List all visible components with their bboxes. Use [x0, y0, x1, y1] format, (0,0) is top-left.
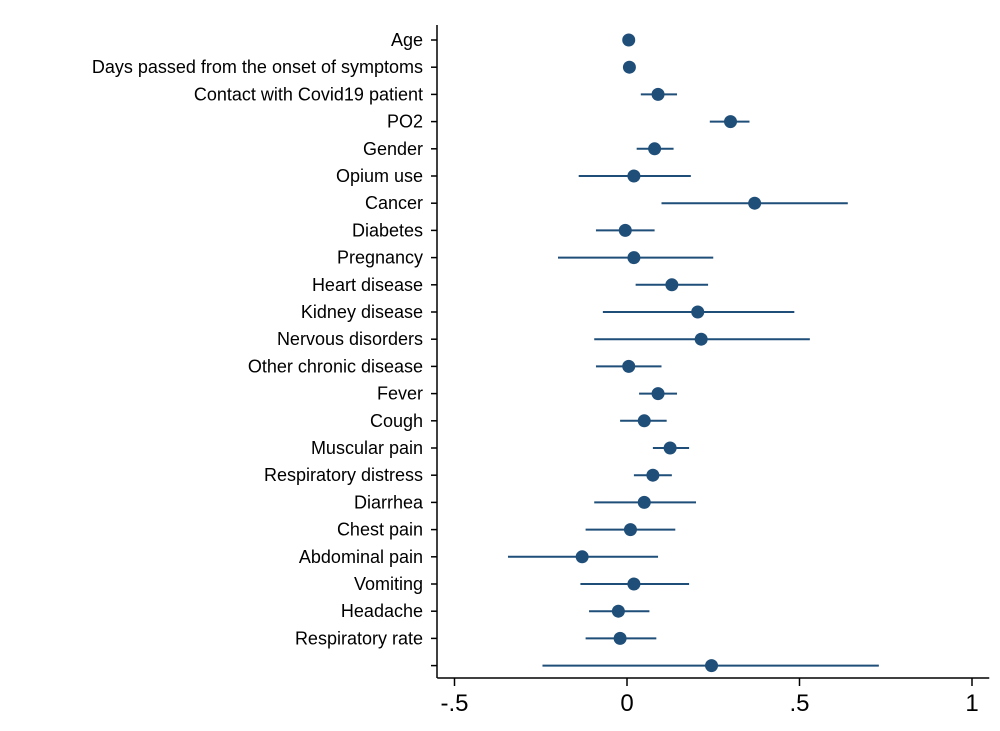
- x-tick-label: -.5: [440, 690, 468, 717]
- axes: [436, 25, 990, 679]
- point-estimate-marker: [611, 604, 625, 618]
- point-estimate-marker: [651, 87, 665, 101]
- y-tick-label: Abdominal pain: [299, 547, 423, 567]
- y-tick-label: Gender: [363, 139, 423, 159]
- y-tick-label: Respiratory distress: [264, 465, 423, 485]
- point-estimate-marker: [691, 305, 705, 319]
- y-tick-label: Diarrhea: [354, 492, 424, 512]
- y-tick-label: Headache: [341, 601, 423, 621]
- y-tick-label: Muscular pain: [311, 438, 423, 458]
- point-estimate-marker: [651, 387, 665, 401]
- point-estimate-marker: [622, 33, 636, 47]
- y-tick-label: Other chronic disease: [248, 356, 423, 376]
- y-tick-label: Contact with Covid19 patient: [194, 84, 423, 104]
- point-estimate-marker: [637, 495, 651, 509]
- point-estimate-marker: [623, 523, 637, 537]
- y-tick-label: Nervous disorders: [277, 329, 423, 349]
- x-tick-label: 1: [965, 690, 978, 717]
- point-estimates: [575, 33, 762, 673]
- x-axis-ticks: -.5 0 .5 1: [440, 678, 979, 717]
- y-tick-label: Fever: [377, 384, 423, 404]
- point-estimate-marker: [627, 577, 641, 591]
- point-estimate-marker: [613, 631, 627, 645]
- y-tick-label: Respiratory rate: [295, 628, 423, 648]
- point-estimate-marker: [648, 142, 662, 156]
- x-tick-label: 0: [620, 690, 633, 717]
- point-estimate-marker: [694, 332, 708, 346]
- point-estimate-marker: [637, 414, 651, 428]
- y-tick-label: Age: [391, 30, 423, 50]
- y-tick-label: Vomiting: [354, 574, 423, 594]
- y-tick-label: Diabetes: [352, 220, 423, 240]
- point-estimate-marker: [663, 441, 677, 455]
- y-tick-label: Cough: [370, 411, 423, 431]
- y-axis-labels: Age Days passed from the onset of symptom…: [92, 30, 437, 667]
- y-tick-label: PO2: [387, 112, 423, 132]
- point-estimate-marker: [627, 169, 641, 183]
- y-tick-label: Cancer: [365, 193, 423, 213]
- point-estimate-marker: [622, 359, 636, 373]
- point-estimate-marker: [646, 468, 660, 482]
- y-tick-label: Pregnancy: [337, 248, 423, 268]
- y-tick-label: Days passed from the onset of symptoms: [92, 57, 423, 77]
- y-tick-label: Heart disease: [312, 275, 423, 295]
- point-estimate-marker: [705, 659, 719, 673]
- x-tick-label: .5: [789, 690, 809, 717]
- point-estimate-marker: [724, 115, 737, 129]
- y-tick-label: Chest pain: [337, 520, 423, 540]
- y-tick-label: Kidney disease: [301, 302, 423, 322]
- y-tick-label: Opium use: [336, 166, 423, 186]
- point-estimate-marker: [618, 223, 632, 237]
- point-estimate-marker: [622, 60, 636, 74]
- point-estimate-marker: [627, 251, 641, 265]
- point-estimate-marker: [665, 278, 679, 292]
- point-estimate-marker: [575, 550, 589, 564]
- point-estimate-marker: [748, 196, 762, 210]
